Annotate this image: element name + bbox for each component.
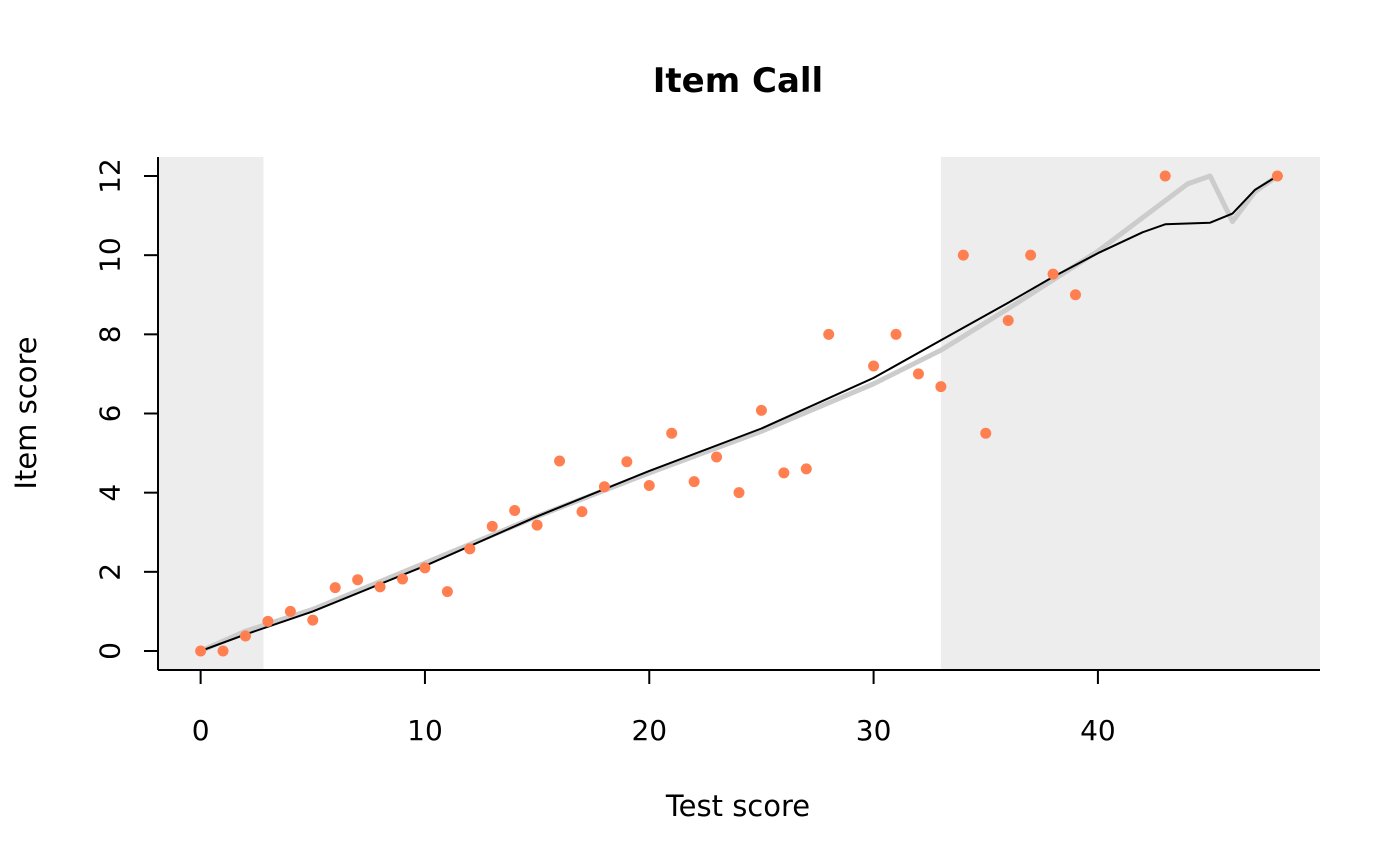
smooth-curve [198, 173, 1280, 654]
data-point [643, 480, 655, 492]
y-tick-label: 8 [94, 325, 127, 343]
data-point [621, 456, 633, 468]
data-point [980, 427, 992, 439]
data-point [935, 381, 947, 393]
curves [198, 173, 1280, 654]
data-point [374, 581, 386, 593]
data-point [778, 467, 790, 479]
data-point [1002, 314, 1014, 326]
data-point [307, 614, 319, 626]
y-tick-label: 2 [94, 563, 127, 581]
data-point [666, 427, 678, 439]
x-tick-label: 20 [631, 714, 667, 747]
data-point [823, 328, 835, 340]
chart-title: Item Call [653, 61, 823, 101]
data-point [217, 645, 229, 657]
data-point [329, 582, 341, 594]
data-point [1069, 289, 1081, 301]
data-point [800, 463, 812, 475]
data-point [755, 404, 767, 416]
y-tick-label: 4 [94, 484, 127, 502]
x-tick-label: 10 [407, 714, 443, 747]
data-point [464, 543, 476, 555]
x-tick-label: 0 [192, 714, 210, 747]
y-tick-label: 0 [94, 642, 127, 660]
axes: 0 10 20 30 40 0 2 4 6 8 10 12 [94, 157, 1320, 747]
data-point [397, 573, 409, 585]
shaded-region-1 [940, 157, 1320, 670]
data-point [554, 455, 566, 467]
data-points [195, 170, 1283, 657]
data-point [733, 487, 745, 499]
shaded-regions [158, 157, 1320, 670]
data-point [531, 519, 543, 531]
data-point [509, 504, 521, 516]
x-tick-label: 30 [856, 714, 892, 747]
data-point [262, 615, 274, 627]
data-point [1271, 170, 1283, 182]
y-tick-label: 10 [94, 237, 127, 273]
y-tick-label: 12 [94, 158, 127, 194]
fitted-curve [199, 175, 1279, 652]
data-point [441, 586, 453, 598]
shaded-region-0 [158, 157, 264, 670]
data-point [576, 506, 588, 518]
data-point [1159, 170, 1171, 182]
data-point [890, 328, 902, 340]
data-point [868, 360, 880, 372]
data-point [486, 520, 498, 532]
x-tick-label: 40 [1080, 714, 1116, 747]
x-axis-label: Test score [665, 789, 810, 823]
data-point [1047, 268, 1059, 280]
data-point [957, 249, 969, 261]
data-point [912, 368, 924, 380]
data-point [598, 481, 610, 493]
data-point [419, 562, 431, 574]
data-point [284, 605, 296, 617]
data-point [195, 645, 207, 657]
data-point [688, 476, 700, 488]
y-tick-label: 6 [94, 405, 127, 423]
data-point [239, 630, 251, 642]
data-point [352, 574, 364, 586]
data-point [711, 451, 723, 463]
data-point [1025, 249, 1037, 261]
y-axis-label: Item score [9, 336, 43, 489]
